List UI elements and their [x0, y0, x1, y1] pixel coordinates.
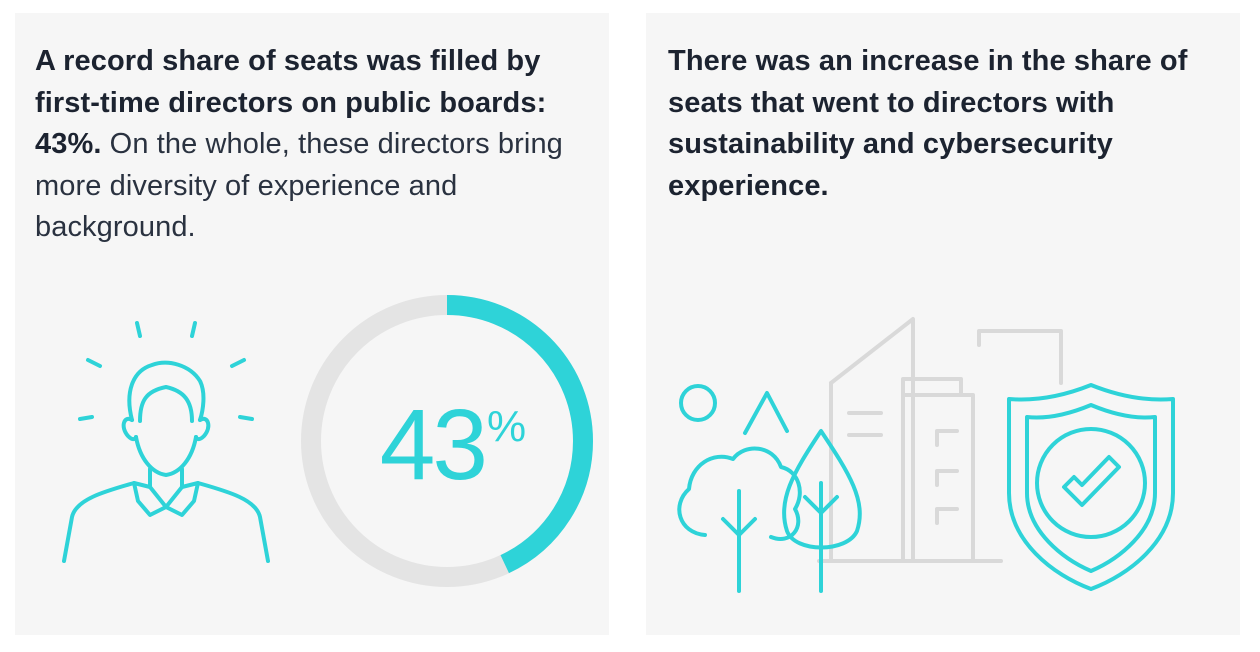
sustainability-cybersecurity-illustration: [677, 317, 1175, 593]
first-time-directors-heading: A record share of seats was filled by fi…: [35, 45, 547, 160]
sustainability-cybersecurity-card: There was an increase in the share of se…: [646, 13, 1240, 635]
sustainability-cybersecurity-heading: There was an increase in the share of se…: [668, 45, 1188, 202]
ring-value: 43: [380, 389, 485, 501]
sun-icon: [679, 384, 717, 422]
ring-unit: %: [487, 402, 526, 451]
sustainability-cybersecurity-text: There was an increase in the share of se…: [668, 41, 1224, 207]
first-time-directors-card: A record share of seats was filled by fi…: [15, 13, 609, 635]
first-time-directors-text: A record share of seats was filled by fi…: [35, 41, 591, 249]
shield-check-icon: [1007, 383, 1175, 591]
first-time-directors-subtext: On the whole, these directors bring more…: [35, 128, 563, 243]
buildings-icon: [817, 317, 1063, 563]
ring-progress-arc: [301, 295, 593, 587]
mountain-icon: [743, 391, 789, 435]
person-idea-icon: [62, 321, 270, 563]
percentage-ring: 43 %: [301, 295, 593, 587]
trees-icon: [677, 429, 862, 593]
